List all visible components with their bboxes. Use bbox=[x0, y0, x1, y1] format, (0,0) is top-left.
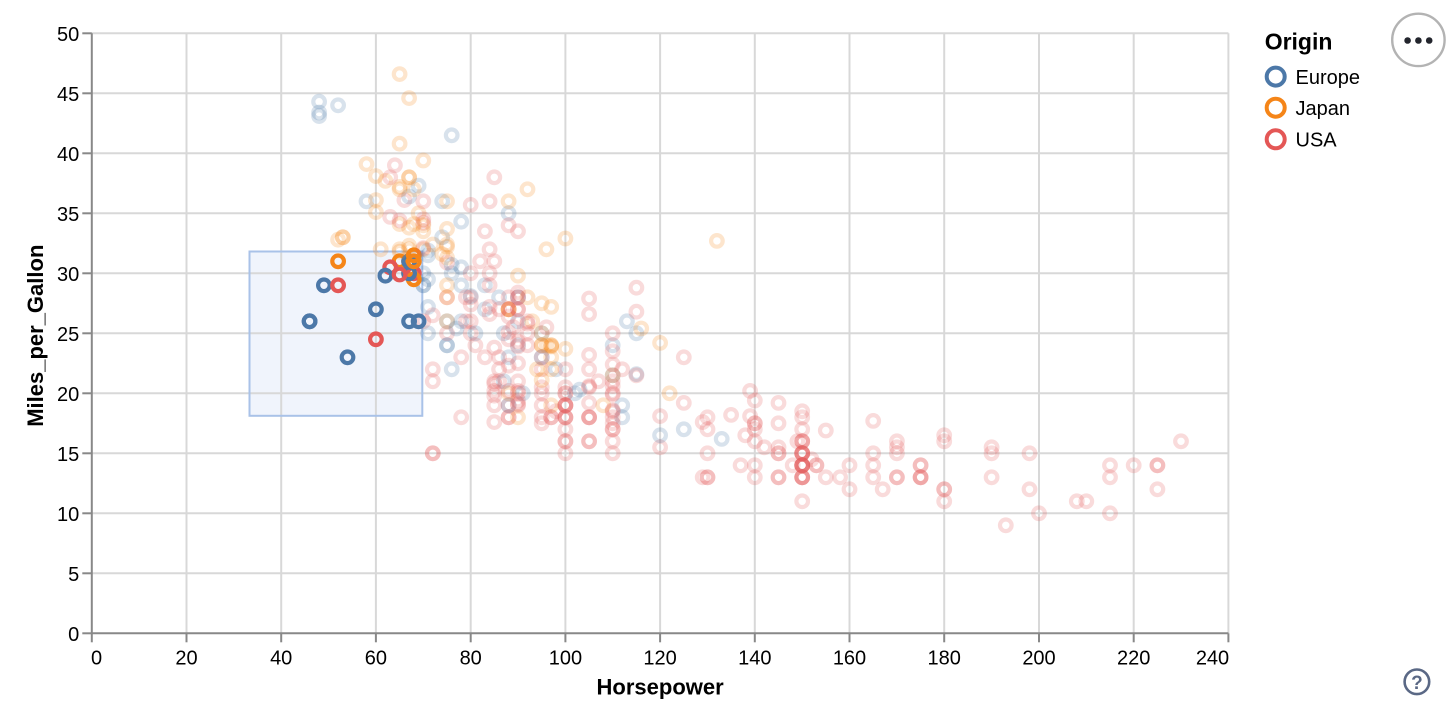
svg-text:45: 45 bbox=[57, 84, 79, 106]
svg-text:?: ? bbox=[1411, 673, 1423, 694]
svg-text:40: 40 bbox=[270, 648, 292, 670]
svg-text:180: 180 bbox=[928, 648, 961, 670]
svg-text:40: 40 bbox=[57, 144, 79, 166]
svg-text:USA: USA bbox=[1296, 130, 1338, 152]
svg-text:0: 0 bbox=[68, 624, 79, 646]
svg-text:Europe: Europe bbox=[1296, 67, 1361, 89]
svg-text:240: 240 bbox=[1196, 648, 1229, 670]
svg-text:50: 50 bbox=[57, 24, 79, 46]
svg-text:35: 35 bbox=[57, 204, 79, 226]
svg-text:10: 10 bbox=[57, 504, 79, 526]
svg-text:Horsepower: Horsepower bbox=[597, 675, 725, 700]
svg-text:60: 60 bbox=[365, 648, 387, 670]
svg-text:200: 200 bbox=[1022, 648, 1055, 670]
svg-text:0: 0 bbox=[91, 648, 102, 670]
svg-text:Miles_per_Gallon: Miles_per_Gallon bbox=[23, 245, 48, 427]
svg-text:100: 100 bbox=[549, 648, 582, 670]
svg-text:220: 220 bbox=[1117, 648, 1150, 670]
svg-text:30: 30 bbox=[57, 264, 79, 286]
svg-text:Japan: Japan bbox=[1296, 98, 1351, 120]
svg-text:Origin: Origin bbox=[1265, 28, 1333, 54]
svg-text:20: 20 bbox=[57, 384, 79, 406]
svg-text:5: 5 bbox=[68, 564, 79, 586]
svg-text:160: 160 bbox=[833, 648, 866, 670]
svg-text:120: 120 bbox=[643, 648, 676, 670]
svg-text:15: 15 bbox=[57, 444, 79, 466]
svg-text:80: 80 bbox=[460, 648, 482, 670]
svg-text:25: 25 bbox=[57, 324, 79, 346]
svg-text:20: 20 bbox=[175, 648, 197, 670]
svg-text:140: 140 bbox=[738, 648, 771, 670]
